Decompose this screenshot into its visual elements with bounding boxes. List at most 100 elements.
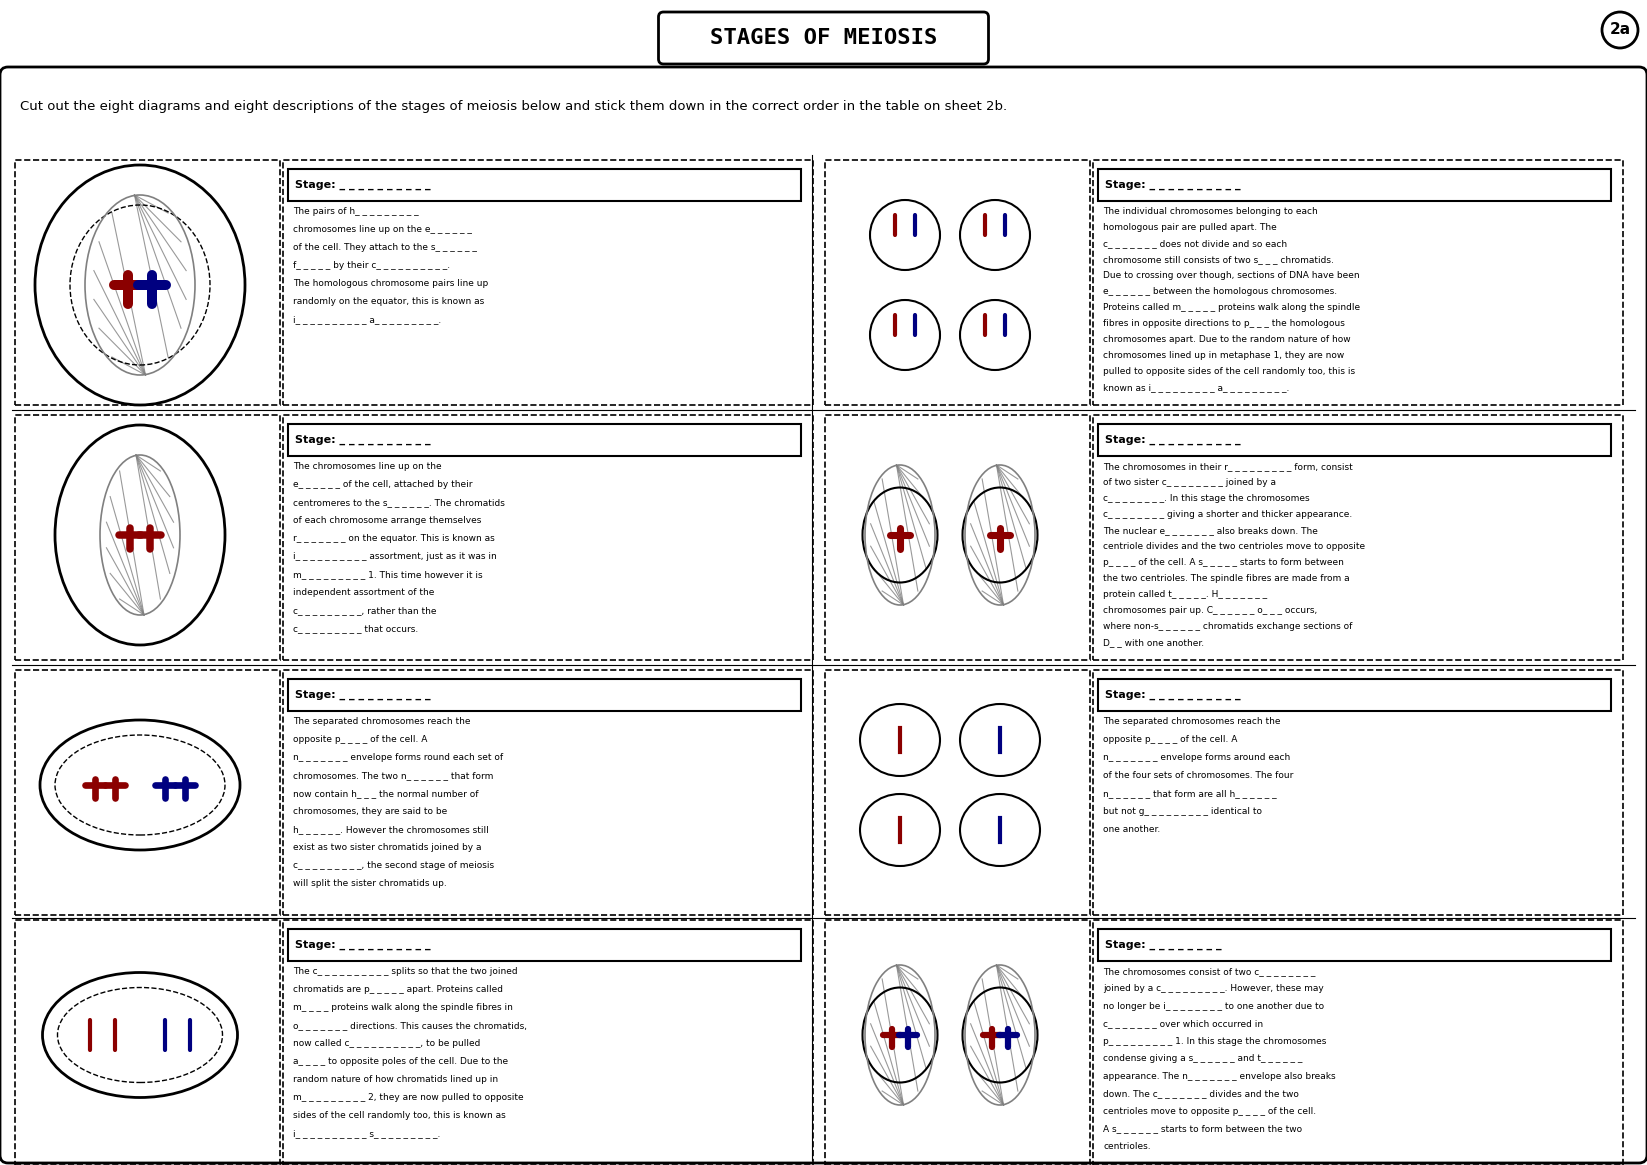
Text: Stage: _ _ _ _ _ _ _ _ _ _: Stage: _ _ _ _ _ _ _ _ _ _ <box>295 435 430 445</box>
Text: e_ _ _ _ _ _ of the cell, attached by their: e_ _ _ _ _ _ of the cell, attached by th… <box>293 480 473 489</box>
Text: The separated chromosomes reach the: The separated chromosomes reach the <box>293 716 471 726</box>
Text: chromosomes, they are said to be: chromosomes, they are said to be <box>293 807 448 815</box>
Text: now contain h_ _ _ the normal number of: now contain h_ _ _ the normal number of <box>293 789 479 798</box>
Text: condense giving a s_ _ _ _ _ _ and t_ _ _ _ _ _: condense giving a s_ _ _ _ _ _ and t_ _ … <box>1103 1054 1303 1064</box>
Text: but not g_ _ _ _ _ _ _ _ _ identical to: but not g_ _ _ _ _ _ _ _ _ identical to <box>1103 807 1262 815</box>
FancyBboxPatch shape <box>288 679 800 711</box>
Text: n_ _ _ _ _ _ that form are all h_ _ _ _ _ _: n_ _ _ _ _ _ that form are all h_ _ _ _ … <box>1103 789 1276 798</box>
FancyBboxPatch shape <box>1099 169 1611 202</box>
Text: Stage: _ _ _ _ _ _ _ _ _ _: Stage: _ _ _ _ _ _ _ _ _ _ <box>295 940 430 951</box>
Text: f_ _ _ _ _ by their c_ _ _ _ _ _ _ _ _ _.: f_ _ _ _ _ by their c_ _ _ _ _ _ _ _ _ _… <box>293 261 450 270</box>
Bar <box>1094 920 1622 1165</box>
FancyBboxPatch shape <box>1099 929 1611 961</box>
Text: Proteins called m_ _ _ _ _ proteins walk along the spindle: Proteins called m_ _ _ _ _ proteins walk… <box>1103 303 1360 312</box>
Text: The chromosomes in their r_ _ _ _ _ _ _ _ _ form, consist: The chromosomes in their r_ _ _ _ _ _ _ … <box>1103 463 1352 471</box>
Text: the two centrioles. The spindle fibres are made from a: the two centrioles. The spindle fibres a… <box>1103 574 1349 582</box>
Text: chromosomes lined up in metaphase 1, they are now: chromosomes lined up in metaphase 1, the… <box>1103 351 1344 360</box>
Text: exist as two sister chromatids joined by a: exist as two sister chromatids joined by… <box>293 843 481 852</box>
Text: The chromosomes line up on the: The chromosomes line up on the <box>293 463 441 471</box>
FancyBboxPatch shape <box>1099 679 1611 711</box>
Text: m_ _ _ _ proteins walk along the spindle fibres in: m_ _ _ _ proteins walk along the spindle… <box>293 1003 512 1012</box>
Text: The individual chromosomes belonging to each: The individual chromosomes belonging to … <box>1103 207 1318 216</box>
Bar <box>283 415 814 661</box>
Text: chromosomes. The two n_ _ _ _ _ _ that form: chromosomes. The two n_ _ _ _ _ _ that f… <box>293 771 494 781</box>
Text: The chromosomes consist of two c_ _ _ _ _ _ _ _: The chromosomes consist of two c_ _ _ _ … <box>1103 967 1316 976</box>
Text: c_ _ _ _ _ _ _ _ _, rather than the: c_ _ _ _ _ _ _ _ _, rather than the <box>293 606 436 615</box>
Text: centrioles.: centrioles. <box>1103 1142 1151 1151</box>
Text: Stage: _ _ _ _ _ _ _ _ _ _: Stage: _ _ _ _ _ _ _ _ _ _ <box>1105 179 1240 190</box>
Text: randomly on the equator, this is known as: randomly on the equator, this is known a… <box>293 297 484 306</box>
Text: h_ _ _ _ _ _. However the chromosomes still: h_ _ _ _ _ _. However the chromosomes st… <box>293 825 489 834</box>
Bar <box>283 920 814 1165</box>
Bar <box>825 415 1090 661</box>
Bar <box>825 670 1090 915</box>
Text: 2a: 2a <box>1609 22 1631 37</box>
Text: of each chromosome arrange themselves: of each chromosome arrange themselves <box>293 516 481 525</box>
Text: Due to crossing over though, sections of DNA have been: Due to crossing over though, sections of… <box>1103 271 1360 280</box>
Text: opposite p_ _ _ _ of the cell. A: opposite p_ _ _ _ of the cell. A <box>1103 735 1237 744</box>
Text: The c_ _ _ _ _ _ _ _ _ _ splits so that the two joined: The c_ _ _ _ _ _ _ _ _ _ splits so that … <box>293 967 517 976</box>
Text: c_ _ _ _ _ _ _ over which occurred in: c_ _ _ _ _ _ _ over which occurred in <box>1103 1019 1263 1029</box>
Bar <box>825 920 1090 1165</box>
FancyBboxPatch shape <box>288 929 800 961</box>
Bar <box>1094 160 1622 405</box>
Text: D_ _ with one another.: D_ _ with one another. <box>1103 638 1204 647</box>
Text: no longer be i_ _ _ _ _ _ _ _ to one another due to: no longer be i_ _ _ _ _ _ _ _ to one ano… <box>1103 1002 1324 1011</box>
Text: Stage: _ _ _ _ _ _ _ _ _ _: Stage: _ _ _ _ _ _ _ _ _ _ <box>1105 690 1240 700</box>
Text: m_ _ _ _ _ _ _ _ _ 1. This time however it is: m_ _ _ _ _ _ _ _ _ 1. This time however … <box>293 570 483 579</box>
Bar <box>1094 670 1622 915</box>
Text: STAGES OF MEIOSIS: STAGES OF MEIOSIS <box>710 28 937 48</box>
Bar <box>1094 415 1622 661</box>
Text: fibres in opposite directions to p_ _ _ the homologous: fibres in opposite directions to p_ _ _ … <box>1103 319 1346 329</box>
Bar <box>15 670 280 915</box>
Text: i_ _ _ _ _ _ _ _ _ _ s_ _ _ _ _ _ _ _ _.: i_ _ _ _ _ _ _ _ _ _ s_ _ _ _ _ _ _ _ _. <box>293 1129 440 1138</box>
Text: centriole divides and the two centrioles move to opposite: centriole divides and the two centrioles… <box>1103 542 1365 551</box>
Text: c_ _ _ _ _ _ _ _ _ that occurs.: c_ _ _ _ _ _ _ _ _ that occurs. <box>293 624 418 633</box>
Text: independent assortment of the: independent assortment of the <box>293 588 435 596</box>
Text: chromosomes apart. Due to the random nature of how: chromosomes apart. Due to the random nat… <box>1103 336 1351 344</box>
Text: The separated chromosomes reach the: The separated chromosomes reach the <box>1103 716 1280 726</box>
Text: c_ _ _ _ _ _ _ _ giving a shorter and thicker appearance.: c_ _ _ _ _ _ _ _ giving a shorter and th… <box>1103 510 1352 518</box>
FancyBboxPatch shape <box>659 12 988 64</box>
Text: one another.: one another. <box>1103 825 1159 834</box>
Text: Stage: _ _ _ _ _ _ _ _ _ _: Stage: _ _ _ _ _ _ _ _ _ _ <box>295 690 430 700</box>
Text: now called c_ _ _ _ _ _ _ _ _ _, to be pulled: now called c_ _ _ _ _ _ _ _ _ _, to be p… <box>293 1039 481 1048</box>
Text: of the cell. They attach to the s_ _ _ _ _ _: of the cell. They attach to the s_ _ _ _… <box>293 243 478 252</box>
Bar <box>283 160 814 405</box>
Text: opposite p_ _ _ _ of the cell. A: opposite p_ _ _ _ of the cell. A <box>293 735 427 744</box>
Text: Stage: _ _ _ _ _ _ _ _ _ _: Stage: _ _ _ _ _ _ _ _ _ _ <box>295 179 430 190</box>
Text: n_ _ _ _ _ _ _ envelope forms round each set of: n_ _ _ _ _ _ _ envelope forms round each… <box>293 753 502 762</box>
FancyBboxPatch shape <box>288 424 800 456</box>
Text: The nuclear e_ _ _ _ _ _ _ also breaks down. The: The nuclear e_ _ _ _ _ _ _ also breaks d… <box>1103 527 1318 535</box>
Text: chromosomes line up on the e_ _ _ _ _ _: chromosomes line up on the e_ _ _ _ _ _ <box>293 225 473 234</box>
Text: The pairs of h_ _ _ _ _ _ _ _ _: The pairs of h_ _ _ _ _ _ _ _ _ <box>293 207 418 216</box>
Text: chromatids are p_ _ _ _ _ apart. Proteins called: chromatids are p_ _ _ _ _ apart. Protein… <box>293 984 502 994</box>
Text: appearance. The n_ _ _ _ _ _ _ envelope also breaks: appearance. The n_ _ _ _ _ _ _ envelope … <box>1103 1072 1336 1081</box>
Text: r_ _ _ _ _ _ _ on the equator. This is known as: r_ _ _ _ _ _ _ on the equator. This is k… <box>293 534 494 543</box>
Text: o_ _ _ _ _ _ _ directions. This causes the chromatids,: o_ _ _ _ _ _ _ directions. This causes t… <box>293 1021 527 1030</box>
Text: p_ _ _ _ of the cell. A s_ _ _ _ _ starts to form between: p_ _ _ _ of the cell. A s_ _ _ _ _ start… <box>1103 558 1344 567</box>
Text: i_ _ _ _ _ _ _ _ _ _ assortment, just as it was in: i_ _ _ _ _ _ _ _ _ _ assortment, just as… <box>293 552 497 562</box>
Text: i_ _ _ _ _ _ _ _ _ _ a_ _ _ _ _ _ _ _ _.: i_ _ _ _ _ _ _ _ _ _ a_ _ _ _ _ _ _ _ _. <box>293 315 441 324</box>
Text: down. The c_ _ _ _ _ _ _ divides and the two: down. The c_ _ _ _ _ _ _ divides and the… <box>1103 1089 1299 1099</box>
Text: protein called t_ _ _ _ _. H_ _ _ _ _ _ _: protein called t_ _ _ _ _. H_ _ _ _ _ _ … <box>1103 589 1267 599</box>
Text: homologous pair are pulled apart. The: homologous pair are pulled apart. The <box>1103 223 1276 232</box>
Text: c_ _ _ _ _ _ _ _ _, the second stage of meiosis: c_ _ _ _ _ _ _ _ _, the second stage of … <box>293 861 494 870</box>
Text: e_ _ _ _ _ _ between the homologous chromosomes.: e_ _ _ _ _ _ between the homologous chro… <box>1103 287 1337 296</box>
FancyBboxPatch shape <box>288 169 800 202</box>
Bar <box>15 920 280 1165</box>
Text: joined by a c_ _ _ _ _ _ _ _ _. However, these may: joined by a c_ _ _ _ _ _ _ _ _. However,… <box>1103 984 1324 994</box>
Text: chromosomes pair up. C_ _ _ _ _ _ o_ _ _ occurs,: chromosomes pair up. C_ _ _ _ _ _ o_ _ _… <box>1103 606 1318 615</box>
FancyBboxPatch shape <box>1099 424 1611 456</box>
Text: c_ _ _ _ _ _ _ _. In this stage the chromosomes: c_ _ _ _ _ _ _ _. In this stage the chro… <box>1103 494 1309 503</box>
Text: n_ _ _ _ _ _ _ envelope forms around each: n_ _ _ _ _ _ _ envelope forms around eac… <box>1103 753 1290 762</box>
FancyBboxPatch shape <box>0 68 1647 1163</box>
Text: pulled to opposite sides of the cell randomly too, this is: pulled to opposite sides of the cell ran… <box>1103 367 1355 376</box>
Text: Stage: _ _ _ _ _ _ _ _: Stage: _ _ _ _ _ _ _ _ <box>1105 940 1222 951</box>
Text: p_ _ _ _ _ _ _ _ _ 1. In this stage the chromosomes: p_ _ _ _ _ _ _ _ _ 1. In this stage the … <box>1103 1037 1326 1046</box>
Text: Stage: _ _ _ _ _ _ _ _ _ _: Stage: _ _ _ _ _ _ _ _ _ _ <box>1105 435 1240 445</box>
Text: A s_ _ _ _ _ _ starts to form between the two: A s_ _ _ _ _ _ starts to form between th… <box>1103 1124 1303 1134</box>
Text: a_ _ _ _ to opposite poles of the cell. Due to the: a_ _ _ _ to opposite poles of the cell. … <box>293 1057 509 1066</box>
Text: chromosome still consists of two s_ _ _ chromatids.: chromosome still consists of two s_ _ _ … <box>1103 255 1334 264</box>
Text: will split the sister chromatids up.: will split the sister chromatids up. <box>293 880 446 888</box>
